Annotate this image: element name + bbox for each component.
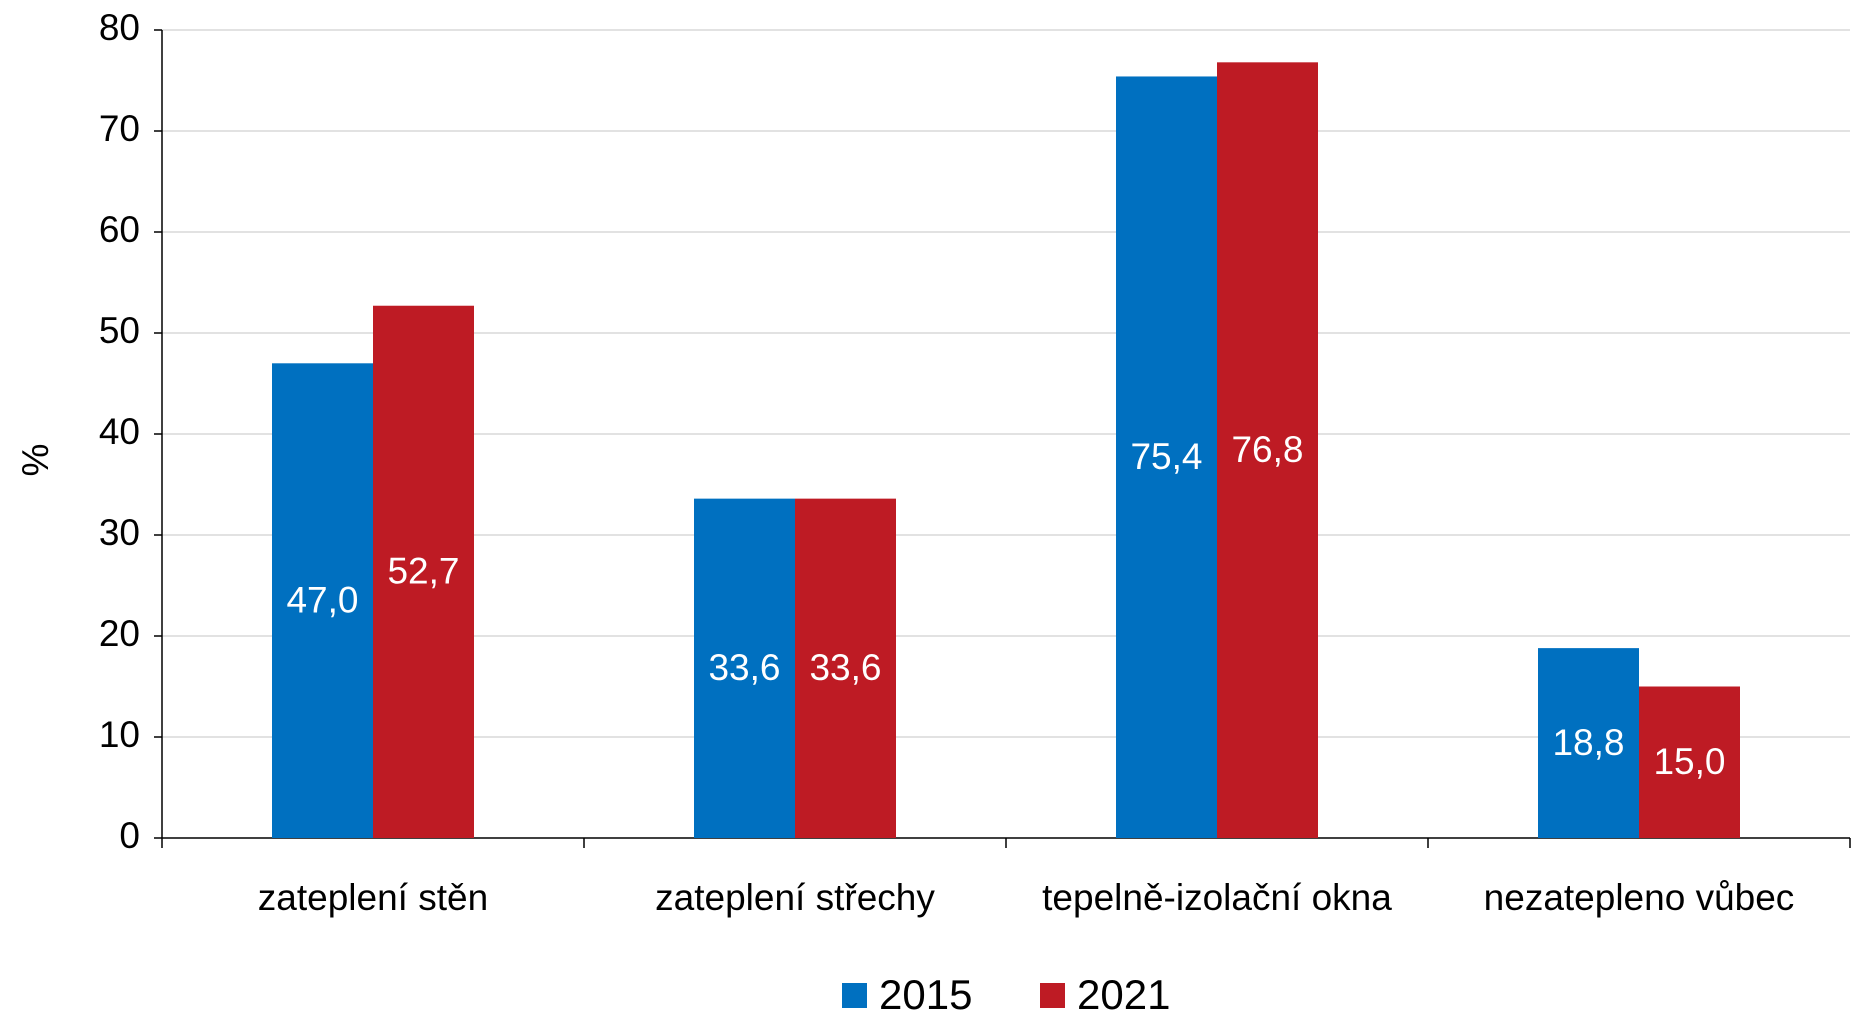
data-label: 52,7 xyxy=(387,551,459,592)
data-label: 15,0 xyxy=(1653,741,1725,782)
bar xyxy=(1217,62,1318,838)
bar xyxy=(1116,76,1217,838)
bar xyxy=(795,498,896,838)
x-tick-label: zateplení stěn xyxy=(258,877,488,918)
y-tick-label: 0 xyxy=(119,815,140,856)
data-label: 18,8 xyxy=(1552,722,1624,763)
bar xyxy=(1639,686,1740,838)
bar xyxy=(373,305,474,839)
x-tick-label: zateplení střechy xyxy=(655,877,935,918)
data-label: 75,4 xyxy=(1130,436,1202,477)
data-label: 47,0 xyxy=(286,579,358,620)
data-label: 76,8 xyxy=(1231,429,1303,470)
y-tick-label: 60 xyxy=(99,209,140,250)
x-tick-label: nezatepleno vůbec xyxy=(1484,877,1795,918)
y-tick-label: 30 xyxy=(99,512,140,553)
y-tick-label: 20 xyxy=(99,613,140,654)
x-tick-label: tepelně-izolační okna xyxy=(1042,877,1392,918)
bar xyxy=(694,498,795,838)
y-tick-label: 40 xyxy=(99,411,140,452)
data-label: 33,6 xyxy=(809,647,881,688)
bar xyxy=(1538,648,1639,838)
y-tick-label: 70 xyxy=(99,108,140,149)
data-label: 33,6 xyxy=(708,647,780,688)
legend-label: 2021 xyxy=(1077,971,1170,1015)
bar xyxy=(272,363,373,838)
legend-swatch xyxy=(842,983,867,1008)
legend-label: 2015 xyxy=(879,971,972,1015)
legend-swatch xyxy=(1040,983,1065,1008)
y-axis-label: % xyxy=(15,444,56,477)
y-tick-label: 10 xyxy=(99,714,140,755)
y-tick-label: 50 xyxy=(99,310,140,351)
y-tick-label: 80 xyxy=(99,7,140,48)
